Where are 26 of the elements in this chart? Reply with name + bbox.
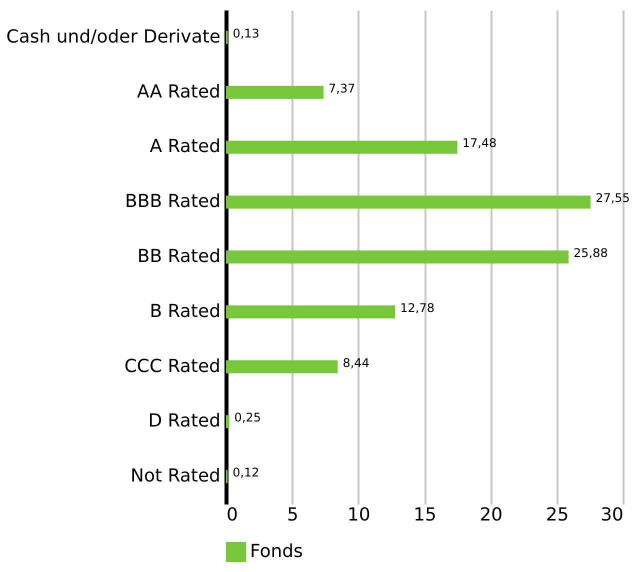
x-tick-label: 25 — [546, 504, 569, 526]
x-tick-label: 10 — [347, 504, 370, 526]
y-tick-label: D Rated — [148, 410, 220, 432]
data-label: 17,48 — [462, 136, 497, 150]
y-tick-label: BBB Rated — [125, 191, 220, 212]
x-tick-label: 15 — [414, 504, 436, 526]
data-label: 25,88 — [573, 246, 608, 260]
data-label: 0,13 — [232, 26, 260, 40]
y-tick-label: B Rated — [150, 300, 220, 322]
y-tick-label: CCC Rated — [124, 356, 220, 377]
y-tick-label: AA Rated — [136, 81, 220, 102]
y-tick-label: Cash und/oder Derivate — [6, 26, 220, 48]
y-tick-label: BB Rated — [137, 246, 220, 267]
x-tick-label: 5 — [286, 504, 298, 526]
y-tick-label: Not Rated — [130, 466, 220, 487]
x-tick-label: 20 — [480, 504, 503, 526]
data-label: 7,37 — [328, 81, 356, 96]
data-label: 0,12 — [232, 466, 260, 480]
data-label: 12,78 — [400, 300, 434, 315]
legend-label: Fonds — [250, 541, 303, 562]
data-label: 8,44 — [342, 356, 370, 370]
data-label: 0,25 — [234, 410, 262, 425]
x-tick-label: 30 — [600, 504, 624, 526]
y-tick-label: A Rated — [150, 136, 220, 158]
x-tick-label: 0 — [226, 504, 238, 526]
data-label: 27,55 — [596, 191, 630, 206]
